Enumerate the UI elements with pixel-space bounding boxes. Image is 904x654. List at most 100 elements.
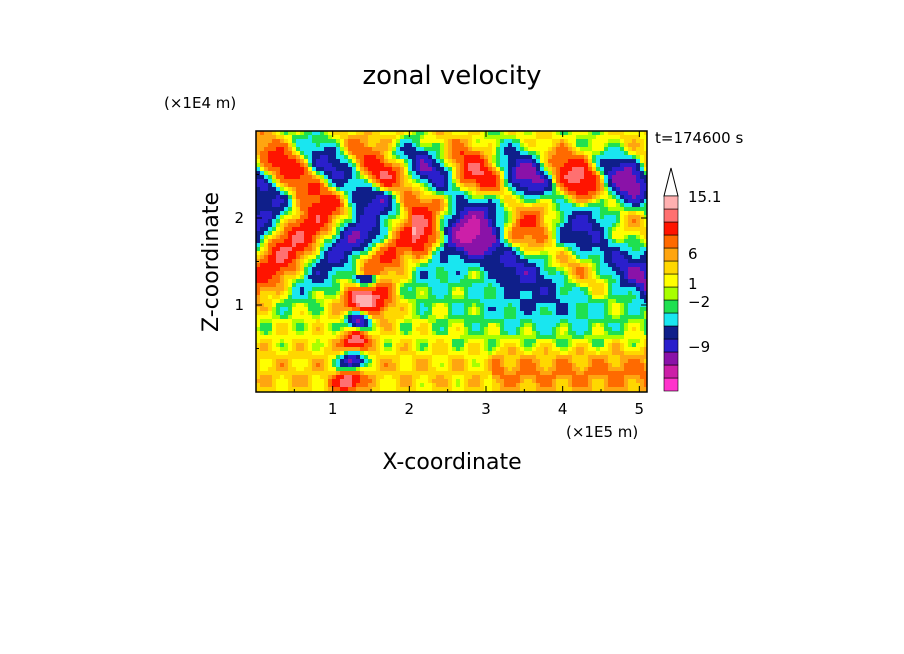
field-cell [428,223,433,228]
field-cell [476,207,481,212]
field-cell [288,223,293,228]
field-cell [520,211,525,216]
field-cell [492,239,497,244]
field-cell [284,155,289,160]
field-cell [464,191,469,196]
field-cell [508,275,513,280]
field-cell [328,227,333,232]
field-cell [324,223,329,228]
field-cell [320,323,325,328]
field-cell [320,143,325,148]
field-cell [496,175,501,180]
field-cell [352,267,357,272]
field-cell [304,275,309,280]
contour-field [256,131,647,392]
field-cell [552,331,557,336]
field-cell [596,139,601,144]
field-cell [600,159,605,164]
field-cell [484,183,489,188]
field-cell [264,159,269,164]
field-cell [420,311,425,316]
field-cell [440,247,445,252]
field-cell [548,303,553,308]
field-cell [444,319,449,324]
field-cell [320,155,325,160]
field-cell [440,239,445,244]
field-cell [620,239,625,244]
field-cell [616,255,621,260]
field-cell [336,199,341,204]
field-cell [408,131,413,136]
field-cell [524,131,529,136]
field-cell [344,267,349,272]
field-cell [636,247,641,252]
field-cell [400,203,405,208]
field-cell [332,275,337,280]
field-cell [412,291,417,296]
field-cell [424,327,429,332]
field-cell [460,291,465,296]
field-cell [336,319,341,324]
field-cell [564,143,569,148]
field-cell [288,199,293,204]
field-cell [512,227,517,232]
field-cell [284,291,289,296]
field-cell [548,183,553,188]
field-cell [392,187,397,192]
field-cell [528,159,533,164]
field-cell [436,211,441,216]
field-cell [588,319,593,324]
field-cell [260,247,265,252]
field-cell [460,223,465,228]
field-cell [500,299,505,304]
field-cell [348,179,353,184]
field-cell [508,331,513,336]
field-cell [272,239,277,244]
field-cell [364,275,369,280]
field-cell [516,295,521,300]
field-cell [540,131,545,136]
field-cell [284,151,289,156]
field-cell [412,171,417,176]
field-cell [432,131,437,136]
field-cell [344,263,349,268]
field-cell [512,299,517,304]
field-cell [632,151,637,156]
field-cell [372,223,377,228]
field-cell [436,327,441,332]
field-cell [552,167,557,172]
field-cell [460,131,465,136]
field-cell [376,135,381,140]
field-cell [564,179,569,184]
field-cell [376,251,381,256]
field-cell [416,183,421,188]
field-cell [608,195,613,200]
field-cell [544,287,549,292]
field-cell [272,231,277,236]
field-cell [584,135,589,140]
field-cell [348,139,353,144]
field-cell [380,275,385,280]
field-cell [556,199,561,204]
field-cell [528,323,533,328]
field-cell [556,151,561,156]
field-cell [464,319,469,324]
field-cell [320,167,325,172]
field-cell [400,223,405,228]
field-cell [448,323,453,328]
field-cell [572,131,577,136]
field-cell [612,227,617,232]
field-cell [308,271,313,276]
field-cell [512,311,517,316]
field-cell [556,207,561,212]
field-cell [556,227,561,232]
field-cell [516,323,521,328]
field-cell [584,187,589,192]
field-cell [456,131,461,136]
field-cell [540,151,545,156]
field-cell [312,287,317,292]
field-cell [256,159,261,164]
field-cell [504,315,509,320]
field-cell [472,275,477,280]
field-cell [432,251,437,256]
